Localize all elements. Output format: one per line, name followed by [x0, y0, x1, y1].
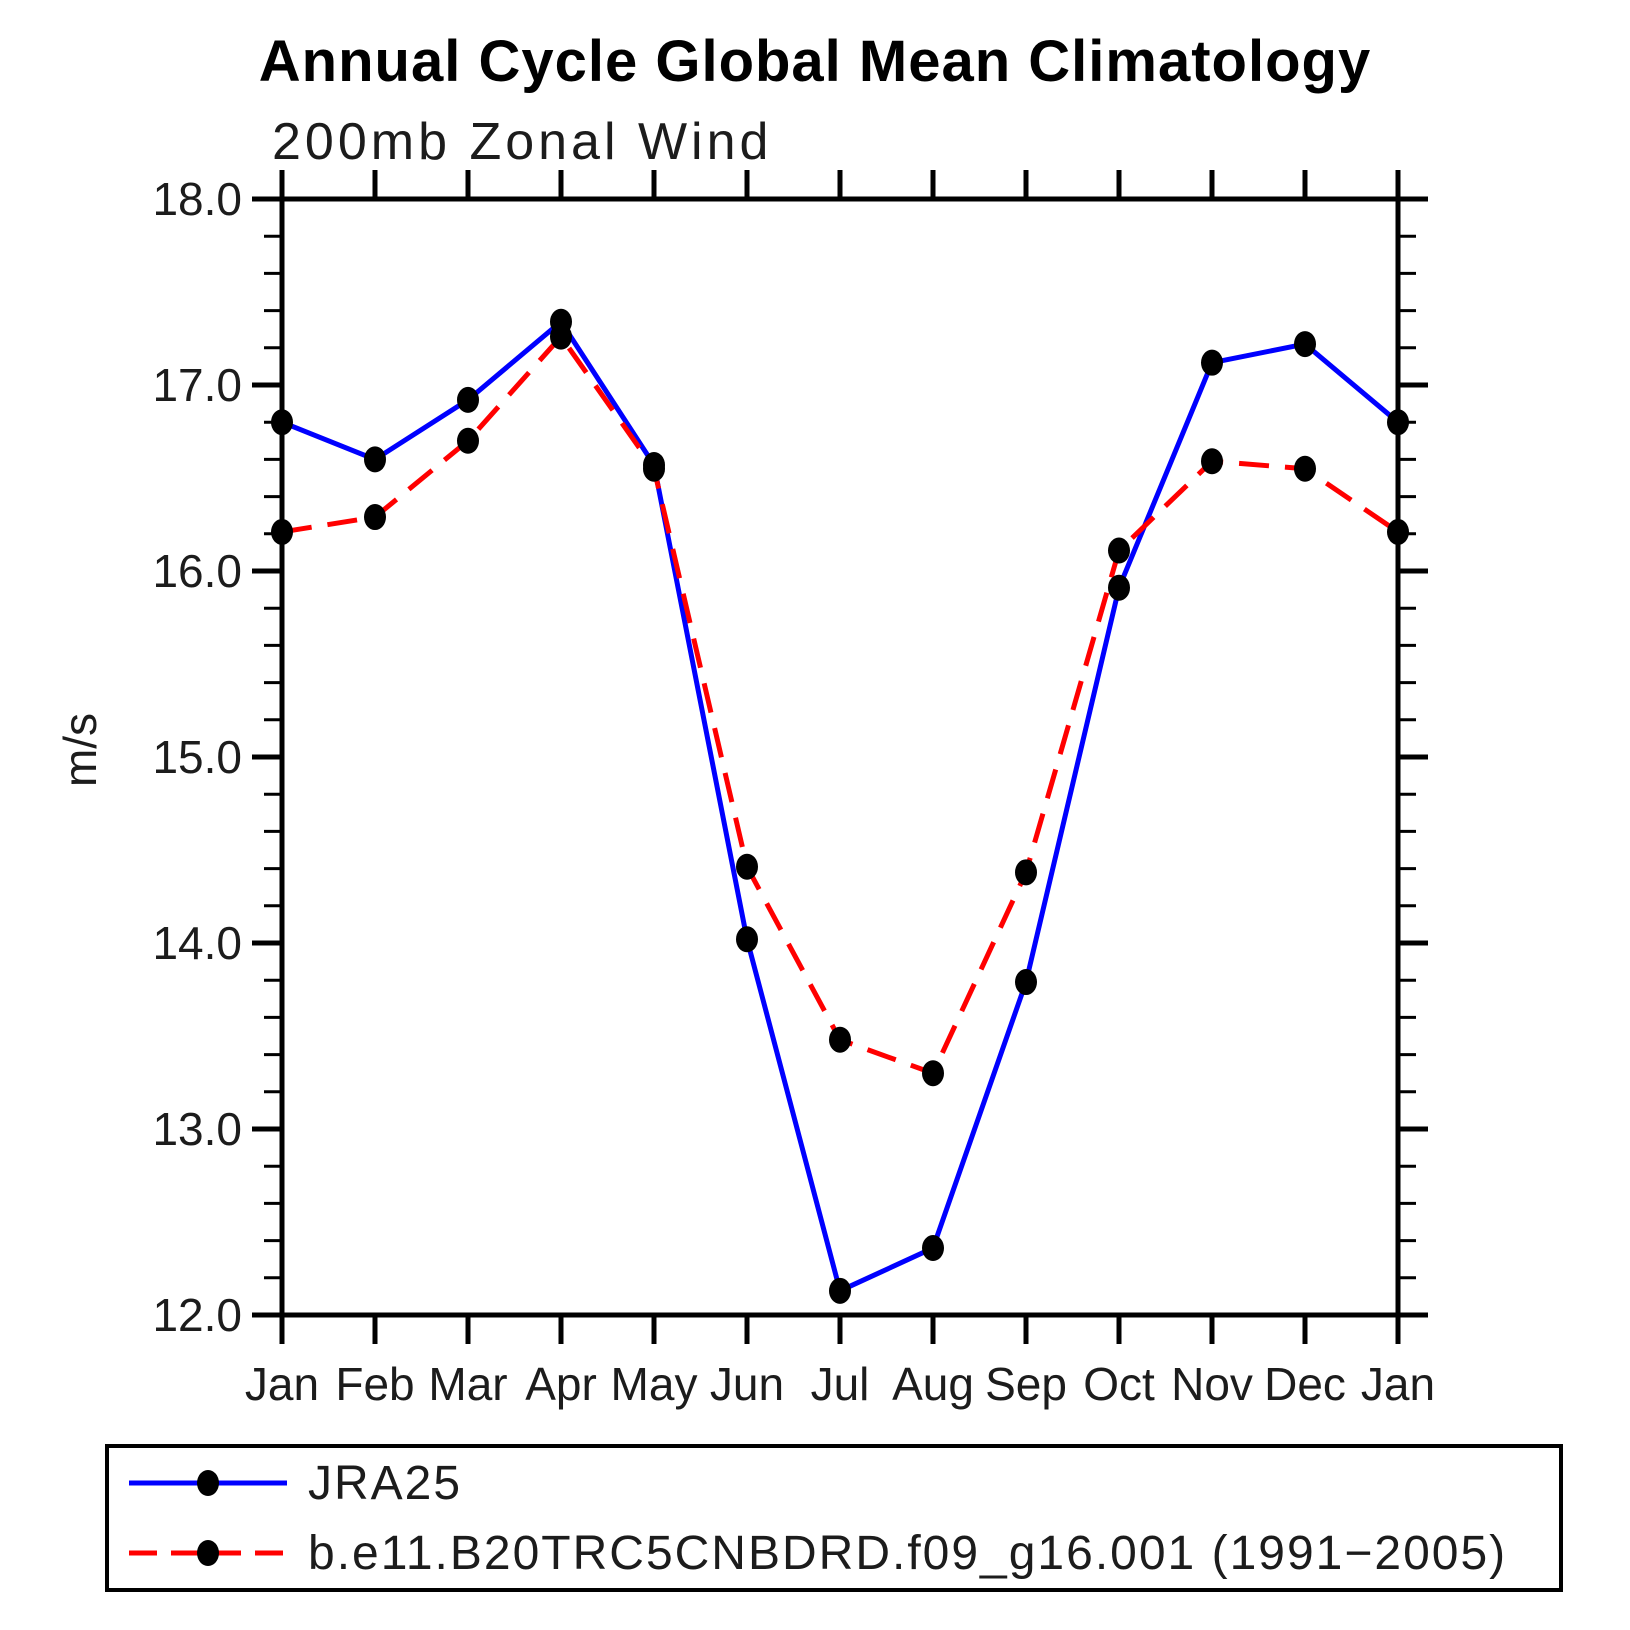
y-tick-label: 12.0 — [152, 1289, 242, 1341]
chart-title: Annual Cycle Global Mean Climatology — [258, 29, 1372, 94]
y-tick-label: 17.0 — [152, 359, 242, 411]
data-point-marker — [457, 386, 479, 413]
data-point-marker — [1201, 448, 1223, 475]
data-point-marker — [643, 455, 665, 482]
x-tick-label: Aug — [892, 1358, 974, 1410]
x-tick-label: Dec — [1264, 1358, 1346, 1410]
x-tick-label: May — [611, 1358, 698, 1410]
series-line-jra25 — [281, 318, 1400, 1295]
x-tick-label: Jul — [811, 1358, 870, 1410]
data-point-marker — [1108, 574, 1130, 601]
data-point-marker — [1201, 349, 1223, 376]
x-tick-label: Jan — [245, 1358, 319, 1410]
data-point-marker — [457, 427, 479, 454]
plot-frame — [279, 196, 1401, 1318]
data-point-marker — [1387, 518, 1409, 545]
legend-label: JRA25 — [308, 1456, 463, 1510]
legend-marker-icon — [197, 1540, 219, 1566]
x-tick-label: Jan — [1361, 1358, 1435, 1410]
chart-subtitle: 200mb Zonal Wind — [272, 113, 773, 171]
data-point-marker — [1015, 859, 1037, 886]
data-point-marker — [271, 518, 293, 545]
data-point-marker — [1294, 455, 1316, 482]
legend: JRA25 b.e11.B20TRC5CNBDRD.f09_g16.001 (1… — [105, 1444, 1563, 1592]
data-point-marker — [271, 409, 293, 436]
legend-entry-jra25: JRA25 — [123, 1451, 1559, 1515]
data-point-marker — [736, 853, 758, 880]
data-point-marker — [1108, 537, 1130, 564]
data-point-marker — [1015, 969, 1037, 996]
x-tick-label: Nov — [1171, 1358, 1253, 1410]
legend-marker-icon — [197, 1470, 219, 1496]
data-point-marker — [364, 504, 386, 531]
series-line-model — [281, 332, 1400, 1077]
legend-entry-model: b.e11.B20TRC5CNBDRD.f09_g16.001 (1991−20… — [123, 1521, 1559, 1585]
data-point-marker — [550, 323, 572, 350]
x-tick-label: Jun — [710, 1358, 784, 1410]
data-point-marker — [364, 446, 386, 473]
x-tick-label: Feb — [335, 1358, 414, 1410]
legend-line-sample-dashed — [129, 1540, 287, 1566]
y-tick-label: 16.0 — [152, 545, 242, 597]
data-point-marker — [922, 1235, 944, 1262]
data-point-marker — [736, 926, 758, 953]
x-tick-label: Oct — [1083, 1358, 1155, 1410]
y-tick-label: 14.0 — [152, 917, 242, 969]
data-point-marker — [829, 1026, 851, 1053]
data-point-marker — [1294, 331, 1316, 358]
x-tick-label: Apr — [525, 1358, 597, 1410]
legend-label: b.e11.B20TRC5CNBDRD.f09_g16.001 (1991−20… — [308, 1526, 1508, 1580]
data-point-marker — [922, 1060, 944, 1087]
data-point-marker — [829, 1277, 851, 1304]
x-tick-label: Sep — [985, 1358, 1067, 1410]
y-tick-label: 15.0 — [152, 731, 242, 783]
y-tick-label: 13.0 — [152, 1103, 242, 1155]
data-point-marker — [1387, 409, 1409, 436]
legend-line-sample-solid — [129, 1470, 287, 1496]
y-tick-label: 18.0 — [152, 173, 242, 225]
x-tick-label: Mar — [428, 1358, 507, 1410]
